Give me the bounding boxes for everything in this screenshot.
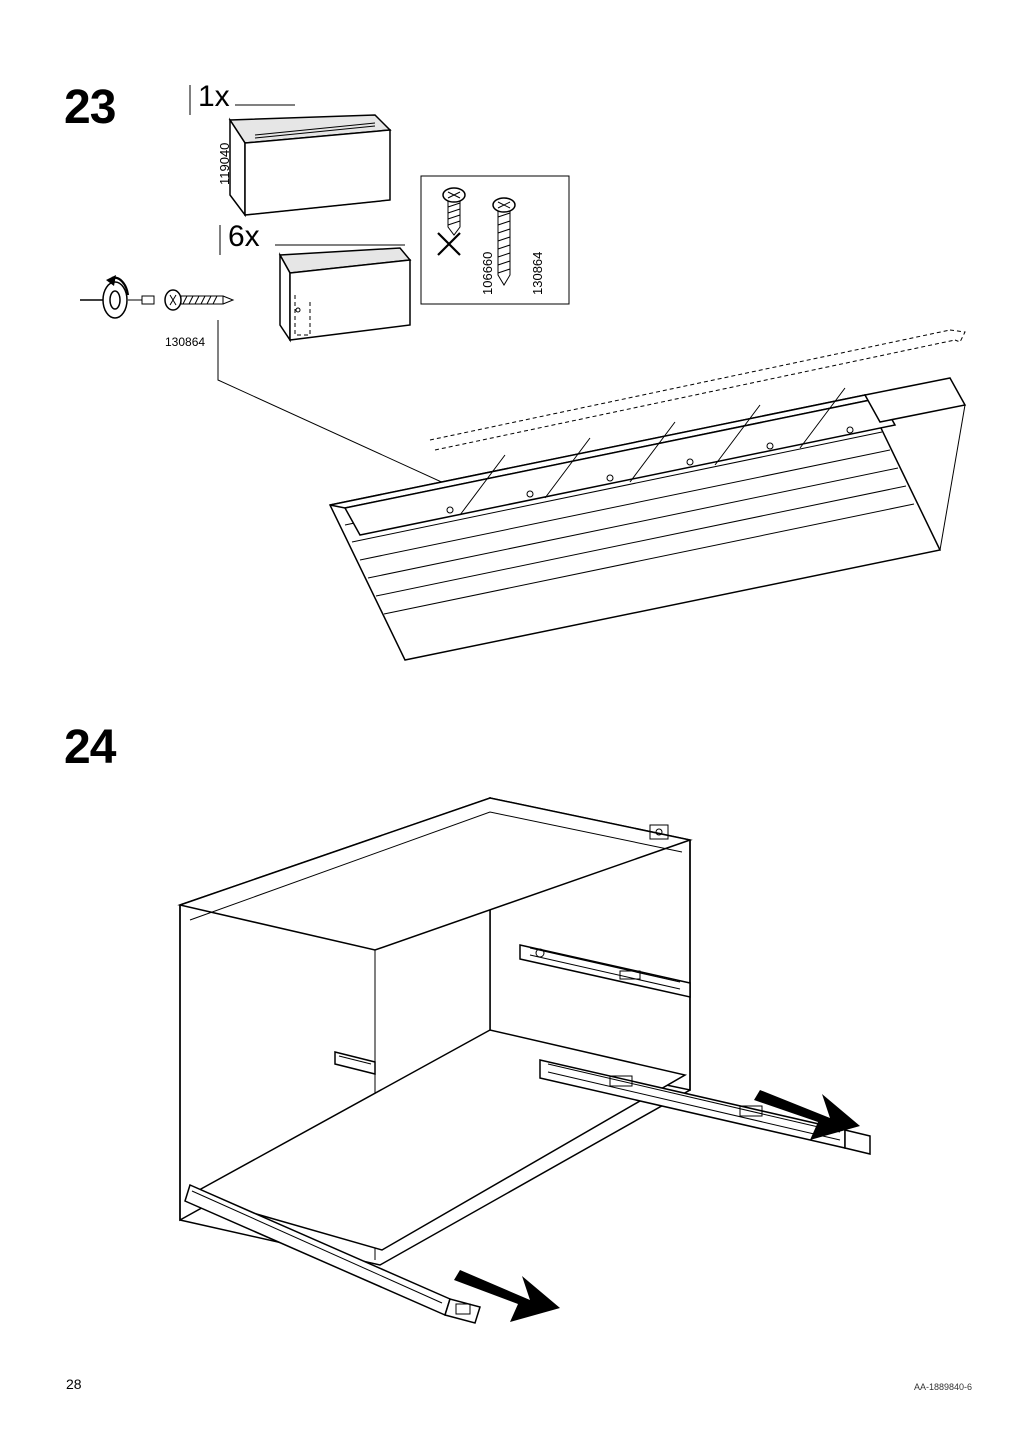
step-number-23: 23: [64, 80, 115, 135]
document-id: AA-1889840-6: [914, 1382, 972, 1392]
step24-main-drawing: [120, 790, 920, 1350]
ok-screw-label: 130864: [530, 252, 545, 295]
step-number-24: 24: [64, 720, 115, 775]
screw-compare-box: [420, 175, 570, 305]
step23-main-drawing: [310, 310, 970, 690]
panel-iso-icon: [200, 95, 400, 225]
screw-part-label: 130864: [165, 335, 205, 349]
instruction-page: 23 1x 119040 120282 6x: [0, 0, 1012, 1432]
cross-screw-label: 106660: [480, 252, 495, 295]
page-number: 28: [66, 1376, 82, 1392]
